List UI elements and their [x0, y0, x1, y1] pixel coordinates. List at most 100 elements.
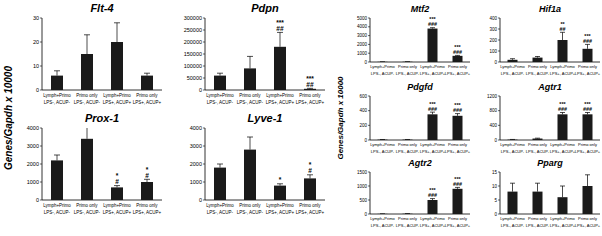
group-label: LPS-, ACUP- [526, 149, 550, 154]
group-label: LPS-, ACUP- [526, 71, 550, 76]
y-tick [368, 200, 370, 201]
group-label: LPS+, ACUP+ [103, 100, 132, 105]
group-label: LPS-, ACUP- [371, 149, 395, 154]
error-bar [455, 55, 460, 56]
y-tick-label: 10 [492, 184, 498, 189]
category-label: Primo only [578, 216, 597, 221]
error-bar [560, 186, 565, 197]
y-tick-label: 3000 [357, 33, 368, 38]
error-bar [380, 139, 385, 140]
y-tick [203, 128, 205, 129]
y-tick [203, 66, 205, 67]
bar [508, 60, 518, 62]
category-label: Primo only [528, 216, 547, 221]
significance: *** [429, 16, 436, 22]
group-label: LPS+, ACUP+ [445, 223, 471, 228]
bar [508, 192, 518, 214]
group-label: LPS-, ACUP- [501, 71, 525, 76]
error-bar [430, 199, 435, 200]
panel: Agtr104008001200Lymph+PrimoLPS-, ACUP-Pr… [487, 82, 601, 154]
y-tick [498, 40, 500, 41]
y-tick-label: 10 [33, 63, 39, 69]
bar [453, 116, 463, 140]
y-tick-label: 0 [364, 60, 367, 65]
y-axis [370, 96, 371, 140]
category-label: Lymph+Primo [43, 203, 71, 208]
y-tick-label: 1000 [27, 179, 39, 185]
y-tick [40, 182, 42, 183]
error-bar [405, 61, 410, 62]
bar [274, 47, 286, 90]
y-tick [498, 200, 500, 201]
category-label: Lymph+Primo [370, 142, 395, 147]
category-label: Primo only [136, 203, 158, 208]
y-tick-label: 0 [494, 212, 497, 217]
title: Pdgfd [407, 82, 433, 92]
y-axis [370, 18, 371, 62]
category-label: Lymph+Primo [266, 93, 294, 98]
bar [111, 42, 123, 90]
error-bar [217, 164, 223, 168]
significance: * [309, 161, 312, 168]
bar [378, 213, 388, 214]
error-bar [247, 137, 253, 150]
error-bar [54, 71, 60, 76]
y-tick [368, 214, 370, 215]
title: Pparg [537, 158, 563, 168]
error-bar [455, 187, 460, 188]
category-label: Lymph+Primo [550, 64, 575, 69]
group-label: LPS-, ACUP- [501, 223, 525, 228]
significance: *** [584, 101, 591, 107]
y-tick [498, 18, 500, 19]
category-label: Primo only [398, 216, 417, 221]
y-tick [498, 140, 500, 141]
y-tick [498, 172, 500, 173]
group-label: LPS+, ACUP+ [133, 210, 162, 215]
error-bar [585, 175, 590, 186]
y-tick-label: 5 [494, 198, 497, 203]
marks [378, 112, 463, 140]
error-bar [144, 73, 150, 75]
error-bar [405, 139, 410, 140]
y-tick [368, 96, 370, 97]
category-label: Lymph+Primo [500, 142, 525, 147]
bar [428, 114, 438, 140]
bar [81, 139, 93, 200]
bar [378, 61, 388, 62]
category-label: Primo only [448, 64, 467, 69]
y-tick [498, 214, 500, 215]
group-label: LPS-, ACUP- [396, 223, 420, 228]
y-tick-label: 200 [359, 123, 367, 128]
title: Pdpn [251, 2, 279, 14]
group-label: LPS-, ACUP- [207, 100, 234, 105]
group-label: LPS+, ACUP+ [103, 210, 132, 215]
y-tick [498, 186, 500, 187]
error-bar [585, 113, 590, 115]
bar [403, 139, 413, 140]
y-axis [370, 172, 371, 214]
bar [244, 68, 256, 90]
category-label: Primo only [76, 203, 98, 208]
marks [51, 128, 153, 200]
significance: *** [584, 33, 591, 39]
y-tick [498, 125, 500, 126]
y-tick-label: 0 [364, 212, 367, 217]
error-bar [430, 112, 435, 114]
group-label: LPS-, ACUP- [237, 210, 264, 215]
error-bar [114, 186, 120, 188]
bar [403, 213, 413, 214]
y-tick [498, 29, 500, 30]
error-bar [560, 32, 565, 40]
error-bar [585, 44, 590, 48]
panel: Agtr2050010001500Lymph+PrimoLPS-, ACUP-P… [357, 158, 471, 228]
y-tick-label: 0 [199, 197, 202, 203]
y-axis-label: Genes/Gapdh x 10000 [3, 66, 14, 170]
bar [274, 186, 286, 200]
y-tick-label: 0 [364, 138, 367, 143]
panel: Pdpn050000100000150000200000250000300000… [184, 2, 325, 105]
group-label: LPS-, ACUP- [371, 223, 395, 228]
bar [428, 200, 438, 214]
figure: Genes/Gapdh x 10000Genes/Gapdh x 10000Fl… [0, 0, 602, 236]
category-label: Primo only [299, 93, 321, 98]
category-label: Lymph+Primo [420, 64, 445, 69]
